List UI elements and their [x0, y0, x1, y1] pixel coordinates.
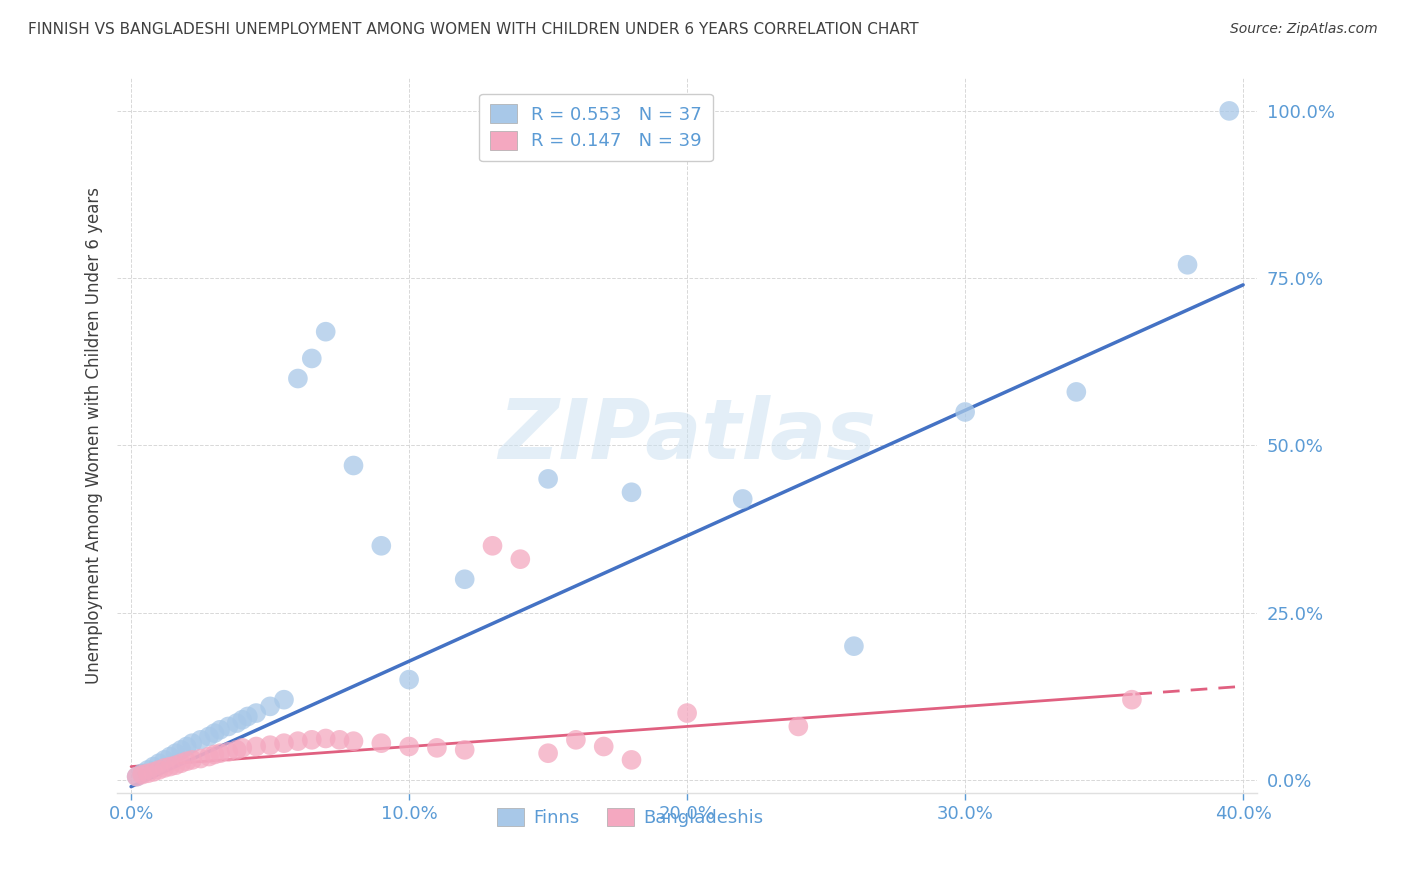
Point: [181, 753, 204, 767]
Point: [259, 699, 281, 714]
Point: [398, 739, 420, 754]
Point: [676, 706, 699, 720]
Point: [370, 736, 392, 750]
Point: [136, 763, 159, 777]
Point: [1177, 258, 1199, 272]
Point: [454, 572, 477, 586]
Point: [190, 751, 212, 765]
Point: [301, 732, 323, 747]
Point: [231, 713, 253, 727]
Legend: Finns, Bangladeshis: Finns, Bangladeshis: [491, 801, 770, 834]
Y-axis label: Unemployment Among Women with Children Under 6 years: Unemployment Among Women with Children U…: [86, 187, 103, 684]
Point: [209, 746, 232, 760]
Point: [731, 491, 754, 506]
Point: [204, 726, 226, 740]
Point: [481, 539, 503, 553]
Point: [181, 736, 204, 750]
Point: [245, 706, 267, 720]
Point: [273, 736, 295, 750]
Point: [170, 756, 193, 771]
Point: [217, 745, 239, 759]
Point: [217, 719, 239, 733]
Point: [592, 739, 614, 754]
Point: [329, 732, 352, 747]
Point: [153, 761, 176, 775]
Point: [176, 754, 198, 768]
Point: [170, 743, 193, 757]
Point: [1121, 692, 1143, 706]
Point: [426, 740, 449, 755]
Point: [273, 692, 295, 706]
Point: [231, 740, 253, 755]
Point: [259, 738, 281, 752]
Point: [342, 734, 364, 748]
Point: [142, 764, 165, 779]
Point: [787, 719, 810, 733]
Point: [245, 739, 267, 754]
Point: [125, 770, 148, 784]
Point: [1218, 103, 1240, 118]
Point: [370, 539, 392, 553]
Point: [398, 673, 420, 687]
Point: [454, 743, 477, 757]
Point: [165, 758, 187, 772]
Point: [287, 734, 309, 748]
Point: [198, 749, 221, 764]
Text: ZIPatlas: ZIPatlas: [498, 395, 876, 476]
Point: [142, 759, 165, 773]
Point: [148, 763, 170, 777]
Point: [204, 747, 226, 762]
Point: [287, 371, 309, 385]
Point: [125, 770, 148, 784]
Point: [537, 746, 560, 760]
Text: FINNISH VS BANGLADESHI UNEMPLOYMENT AMONG WOMEN WITH CHILDREN UNDER 6 YEARS CORR: FINNISH VS BANGLADESHI UNEMPLOYMENT AMON…: [28, 22, 918, 37]
Point: [301, 351, 323, 366]
Point: [198, 730, 221, 744]
Point: [209, 723, 232, 737]
Point: [315, 731, 337, 746]
Point: [620, 753, 643, 767]
Point: [176, 739, 198, 754]
Point: [131, 767, 153, 781]
Point: [131, 766, 153, 780]
Point: [537, 472, 560, 486]
Point: [159, 759, 181, 773]
Point: [159, 749, 181, 764]
Point: [236, 709, 259, 723]
Point: [153, 753, 176, 767]
Point: [620, 485, 643, 500]
Point: [148, 756, 170, 771]
Point: [509, 552, 531, 566]
Point: [165, 746, 187, 760]
Point: [225, 716, 247, 731]
Point: [225, 743, 247, 757]
Text: Source: ZipAtlas.com: Source: ZipAtlas.com: [1230, 22, 1378, 37]
Point: [953, 405, 976, 419]
Point: [565, 732, 588, 747]
Point: [136, 766, 159, 780]
Point: [342, 458, 364, 473]
Point: [190, 732, 212, 747]
Point: [1066, 384, 1088, 399]
Point: [315, 325, 337, 339]
Point: [842, 639, 865, 653]
